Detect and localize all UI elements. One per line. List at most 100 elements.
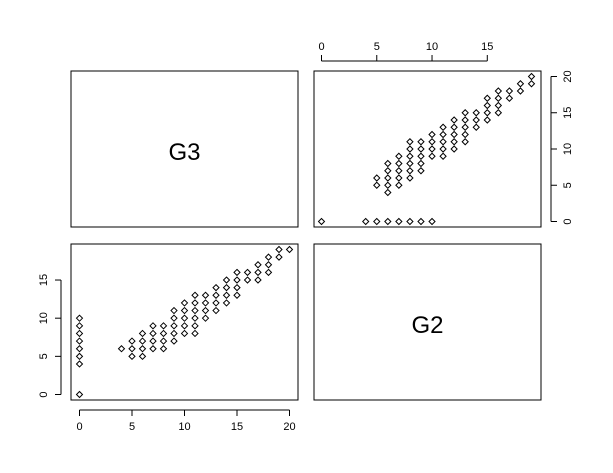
x-tick-label: 10: [426, 41, 438, 53]
y-tick-label: 15: [38, 274, 50, 286]
data-point: [417, 159, 425, 168]
data-point: [212, 306, 220, 315]
y-tick-label: 20: [562, 70, 574, 82]
data-point: [75, 345, 84, 353]
data-point: [201, 291, 210, 299]
data-point: [191, 322, 199, 330]
data-point: [201, 306, 210, 315]
data-point: [254, 268, 262, 277]
data-point: [406, 217, 414, 226]
data-point: [159, 345, 168, 353]
data-point: [75, 322, 84, 330]
data-point: [170, 329, 178, 338]
data-point: [191, 329, 199, 338]
data-point: [159, 337, 168, 345]
data-point: [406, 174, 414, 182]
data-point: [128, 345, 136, 353]
data-point: [222, 276, 231, 284]
data-point: [450, 123, 458, 131]
data-point: [212, 283, 220, 292]
data-point: [275, 245, 283, 254]
panel-g2-diagonal: [313, 243, 542, 401]
data-point: [406, 138, 414, 146]
data-point: [170, 314, 178, 322]
variable-label-g2: G2: [411, 312, 443, 339]
data-point: [264, 261, 273, 269]
y-tick-label: 10: [562, 143, 574, 155]
data-point: [222, 291, 231, 299]
data-point: [406, 145, 414, 153]
data-point: [264, 268, 273, 277]
data-point: [285, 245, 294, 254]
x-tick-label: 0: [76, 421, 82, 433]
data-point: [395, 167, 403, 175]
data-point: [461, 109, 469, 117]
data-point: [75, 390, 84, 399]
data-point: [417, 217, 425, 226]
y-tick-label: 10: [38, 312, 50, 324]
panel-frame-bottom-left: [70, 243, 299, 401]
data-point: [373, 174, 381, 182]
data-point: [180, 299, 189, 307]
data-point: [75, 360, 84, 368]
data-point: [439, 145, 447, 153]
data-point: [170, 337, 178, 345]
data-point: [494, 109, 503, 117]
data-point: [373, 217, 381, 226]
data-point: [149, 322, 157, 330]
data-point: [461, 123, 469, 131]
points-g3-vs-g2: [317, 72, 536, 226]
data-point: [428, 145, 436, 153]
data-point: [222, 283, 231, 292]
data-point: [417, 167, 425, 175]
y-tick-label: 5: [562, 182, 574, 188]
data-point: [75, 314, 84, 322]
panel-frame-top-right: [313, 70, 542, 228]
data-point: [159, 322, 168, 330]
data-point: [264, 253, 273, 261]
variable-label-g3: G3: [168, 139, 200, 166]
data-point: [149, 337, 157, 345]
data-point: [191, 291, 199, 299]
data-point: [395, 174, 403, 182]
data-point: [254, 276, 262, 284]
data-point: [461, 116, 469, 124]
data-point: [461, 130, 469, 139]
data-point: [395, 152, 403, 160]
data-point: [243, 268, 252, 277]
data-point: [149, 345, 157, 353]
data-point: [494, 94, 503, 102]
data-point: [191, 306, 199, 315]
data-point: [138, 352, 147, 361]
data-point: [384, 167, 392, 175]
data-point: [516, 87, 525, 95]
data-point: [384, 217, 392, 226]
data-point: [212, 291, 220, 299]
data-point: [75, 352, 84, 361]
data-point: [373, 181, 381, 189]
x-tick-label: 5: [129, 421, 135, 433]
data-point: [191, 299, 199, 307]
data-point: [222, 299, 231, 307]
y-tick-label: 5: [38, 353, 50, 359]
data-point: [417, 138, 425, 146]
data-point: [201, 299, 210, 307]
data-point: [233, 283, 241, 292]
data-point: [406, 167, 414, 175]
data-point: [180, 306, 189, 315]
data-point: [149, 329, 157, 338]
data-point: [450, 138, 458, 146]
data-point: [138, 337, 147, 345]
data-point: [180, 329, 189, 338]
data-point: [117, 345, 126, 353]
data-point: [395, 217, 403, 226]
data-point: [395, 181, 403, 189]
y-tick-label: 15: [562, 107, 574, 119]
data-point: [384, 181, 392, 189]
data-point: [483, 109, 491, 117]
data-point: [201, 314, 210, 322]
data-point: [275, 253, 283, 261]
x-axis-bottom: 0 5 10 15 20: [76, 409, 296, 433]
data-point: [483, 101, 491, 110]
